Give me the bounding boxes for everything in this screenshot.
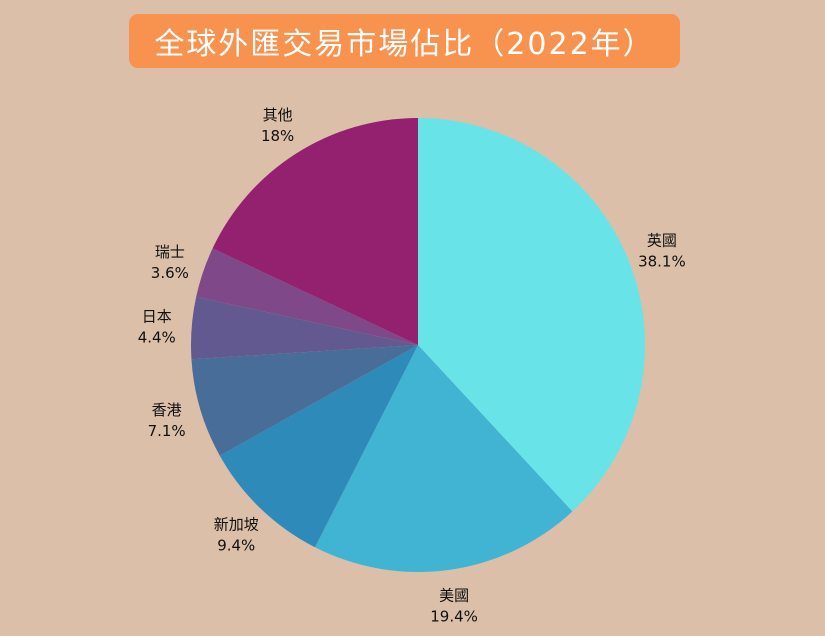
slice-value-label-1: 19.4% xyxy=(430,608,478,626)
slice-label-0: 英國 xyxy=(647,231,677,249)
slice-label-2: 新加坡 xyxy=(214,516,259,534)
slice-label-1: 美國 xyxy=(439,587,469,605)
slice-label-4: 日本 xyxy=(142,307,172,325)
slice-label-3: 香港 xyxy=(152,401,182,419)
slice-label-6: 其他 xyxy=(263,106,293,124)
pie-slice-2 xyxy=(219,345,418,548)
slice-value-label-6: 18% xyxy=(261,127,294,145)
slice-value-label-5: 3.6% xyxy=(151,264,189,282)
pie-slice-5 xyxy=(196,248,418,345)
slice-value-label-0: 38.1% xyxy=(638,252,686,270)
slice-value-label-3: 7.1% xyxy=(148,422,186,440)
slice-value-label-2: 9.4% xyxy=(217,537,255,555)
title-banner: 全球外匯交易市場佔比（2022年） xyxy=(129,14,680,68)
pie-slice-3 xyxy=(191,345,418,456)
pie-slice-4 xyxy=(191,296,418,360)
pie-slice-6 xyxy=(212,118,418,345)
chart-title: 全球外匯交易市場佔比（2022年） xyxy=(154,27,655,62)
pie-slice-0 xyxy=(418,118,645,512)
pie-slice-1 xyxy=(314,345,573,572)
slice-value-label-4: 4.4% xyxy=(138,328,176,346)
slice-label-5: 瑞士 xyxy=(155,243,185,261)
